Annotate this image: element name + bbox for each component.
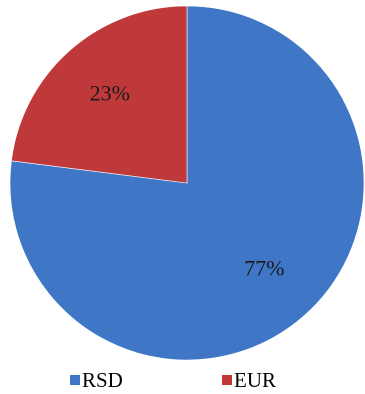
- legend-label-eur: EUR: [234, 368, 276, 392]
- pie-slice-eur: [11, 5, 188, 184]
- legend: RSD EUR: [70, 368, 276, 392]
- data-label-rsd: 77%: [244, 256, 284, 281]
- pie-slices: [9, 5, 365, 361]
- data-label-eur: 23%: [90, 80, 130, 105]
- pie-slice-rsd: [9, 5, 365, 361]
- legend-swatch-rsd: [70, 375, 80, 385]
- legend-swatch-eur: [222, 375, 232, 385]
- legend-label-rsd: RSD: [82, 368, 123, 392]
- pie-slice-labels: 77% 23%: [90, 80, 285, 280]
- legend-item-rsd: RSD: [70, 368, 123, 392]
- legend-item-eur: EUR: [222, 368, 276, 392]
